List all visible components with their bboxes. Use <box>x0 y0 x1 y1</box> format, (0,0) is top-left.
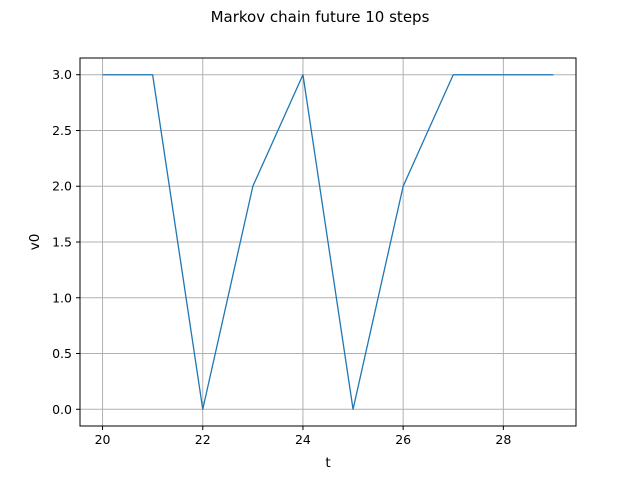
y-tick-label: 0.5 <box>52 346 72 361</box>
x-tick-label: 22 <box>195 432 211 447</box>
y-tick-label: 3.0 <box>52 67 72 82</box>
x-tick-label: 24 <box>295 432 311 447</box>
y-axis-label: v0 <box>27 234 43 251</box>
y-tick-label: 2.0 <box>52 179 72 194</box>
chart-title: Markov chain future 10 steps <box>211 8 430 26</box>
y-tick-label: 0.0 <box>52 402 72 417</box>
x-axis: 20 22 24 26 28 <box>95 426 511 447</box>
y-tick-label: 1.0 <box>52 290 72 305</box>
x-tick-label: 28 <box>495 432 511 447</box>
y-axis: 0.0 0.5 1.0 1.5 2.0 2.5 3.0 <box>52 67 80 417</box>
x-tick-label: 20 <box>95 432 111 447</box>
x-tick-label: 26 <box>395 432 411 447</box>
y-tick-label: 1.5 <box>52 235 72 250</box>
series-line <box>102 74 554 410</box>
series-layer <box>102 74 554 410</box>
x-axis-label: t <box>325 455 330 471</box>
y-tick-label: 2.5 <box>52 123 72 138</box>
